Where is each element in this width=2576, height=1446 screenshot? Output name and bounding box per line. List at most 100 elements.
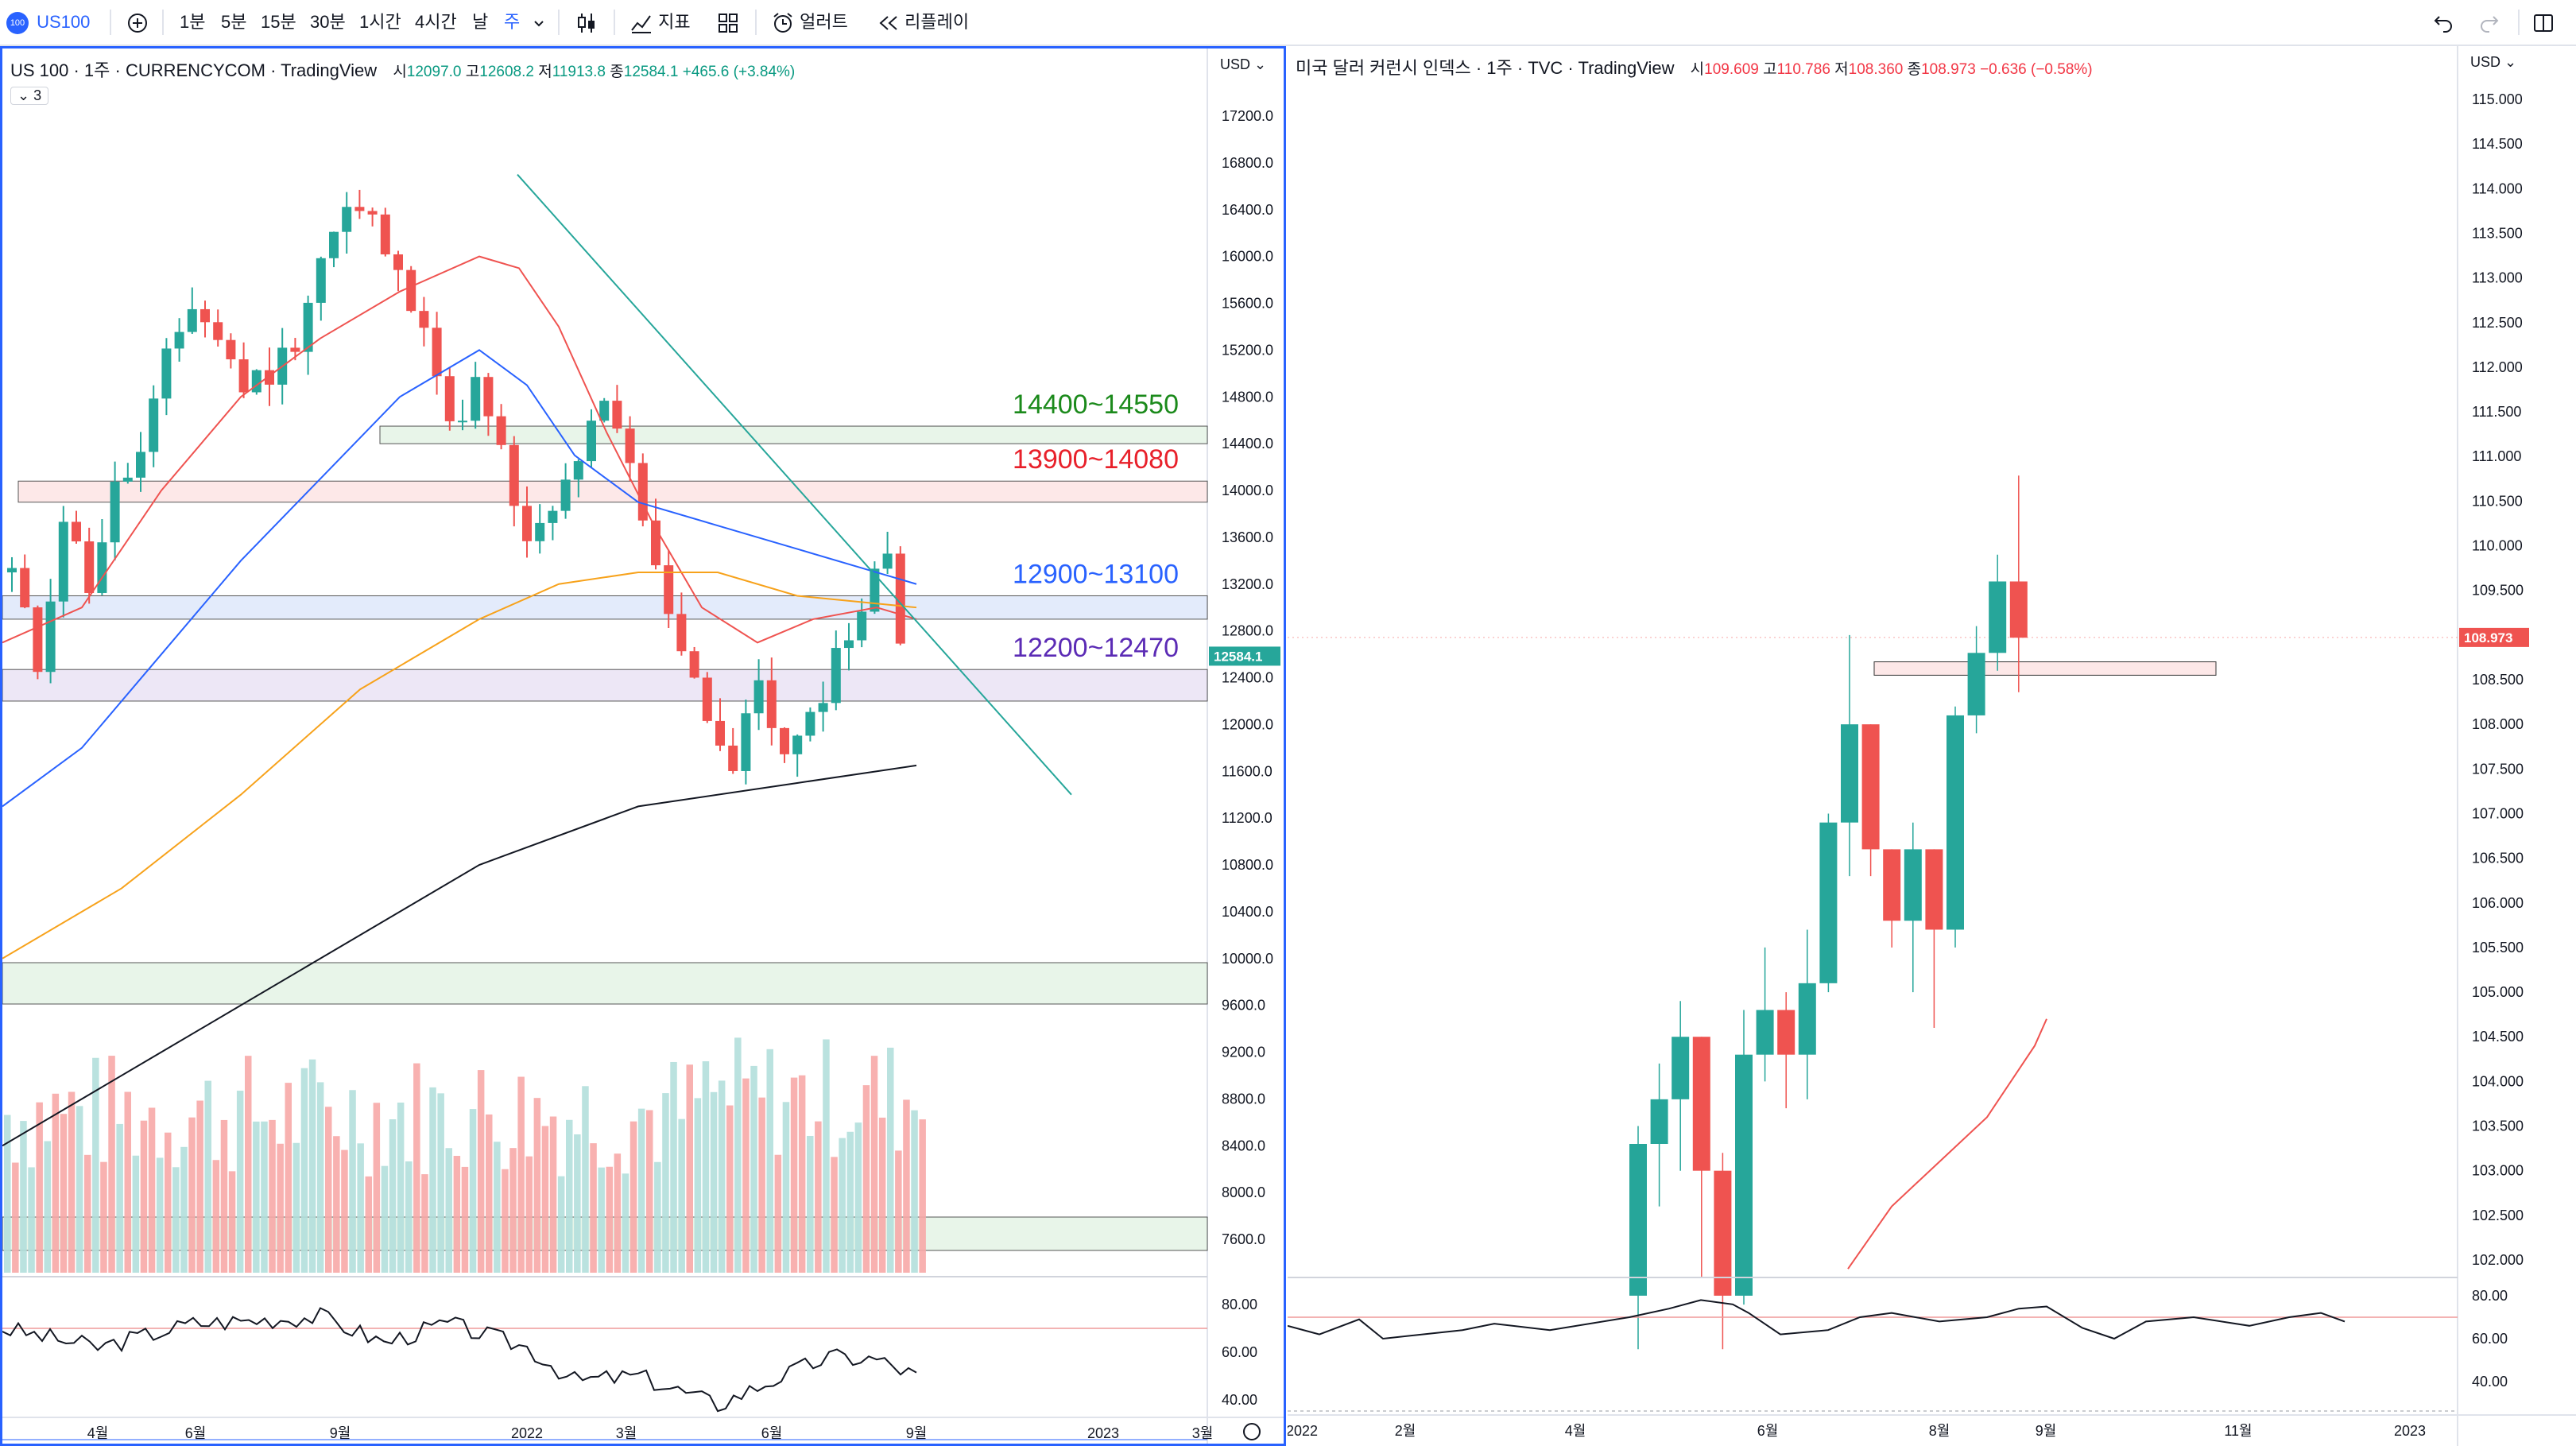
alarm-clock-icon <box>773 13 792 33</box>
volume-bar <box>116 1123 123 1273</box>
price-tick-label: 112.000 <box>2472 359 2523 375</box>
volume-bar <box>887 1047 894 1273</box>
price-tick-label: 113.000 <box>2472 270 2523 286</box>
rsi-tick-label: 60.00 <box>1222 1344 1257 1360</box>
candle <box>1925 849 1943 930</box>
candle <box>303 302 313 352</box>
volume-bar <box>525 1156 533 1273</box>
candle <box>728 745 738 771</box>
interval-30m[interactable]: 30분 <box>310 12 346 32</box>
dxy-chart-pane[interactable]: USD ⌄ 115.000 114.500 114.000 113.500 113.000… <box>1288 46 2576 1446</box>
volume-bar <box>870 1056 878 1273</box>
volume-bar <box>196 1100 203 1273</box>
candle <box>1735 1054 1753 1296</box>
candle <box>380 214 390 255</box>
toolbar-divider <box>558 10 560 35</box>
us100-chart-canvas[interactable]: USD ⌄ 17200.0 16800.0 16400.0 16000.0 15600.0… <box>2 48 1284 1444</box>
candle <box>560 479 571 511</box>
candle <box>483 377 494 417</box>
volume-bar <box>357 1143 364 1273</box>
price-tick-label: 104.500 <box>2472 1029 2524 1045</box>
candle <box>329 231 339 258</box>
ma-line-blue <box>2 349 917 808</box>
volume-bar <box>702 1061 710 1273</box>
interval-week[interactable]: 주 <box>504 12 521 32</box>
candle <box>637 463 648 521</box>
interval-5m[interactable]: 5분 <box>221 12 247 32</box>
time-tick-label: 3월 <box>616 1425 637 1441</box>
compare-add-icon[interactable] <box>126 0 149 45</box>
candle <box>1756 1010 1774 1055</box>
candle <box>509 444 519 506</box>
zone-label: 14400~14550 <box>1013 390 1179 420</box>
volume-bar <box>807 1135 814 1273</box>
candle <box>110 481 120 543</box>
alert-button[interactable]: 얼러트 <box>771 0 848 45</box>
price-tick-label: 106.500 <box>2472 851 2524 866</box>
indicators-label: 지표 <box>658 12 691 32</box>
volume-bar <box>815 1121 822 1273</box>
volume-bar <box>494 1142 501 1273</box>
interval-4h[interactable]: 4시간 <box>415 12 457 32</box>
redo-icon[interactable] <box>2478 0 2500 45</box>
indicator-collapse-toggle[interactable]: ⌄ 3 <box>10 87 49 105</box>
symbol-search[interactable]: 100 US100 <box>6 0 90 45</box>
undo-icon[interactable] <box>2432 0 2454 45</box>
candle <box>1798 983 1816 1055</box>
dxy-chart-canvas[interactable]: USD ⌄ 115.000 114.500 114.000 113.500 113.000… <box>1288 46 2576 1446</box>
price-tick-label: 107.000 <box>2472 805 2524 821</box>
us100-open: 12097.0 <box>406 64 462 80</box>
volume-bar <box>300 1068 308 1273</box>
support-resistance-zone <box>2 669 1208 702</box>
candle <box>58 521 68 602</box>
candle <box>367 211 378 215</box>
interval-day[interactable]: 날 <box>472 12 489 32</box>
price-tick-label: 110.000 <box>2472 538 2523 554</box>
layout-split-icon[interactable] <box>2532 0 2555 45</box>
candle <box>251 370 261 393</box>
indicators-button[interactable]: 지표 <box>629 0 691 45</box>
volume-bar <box>903 1099 910 1273</box>
time-tick-label: 4월 <box>87 1425 109 1441</box>
volume-bar <box>108 1056 115 1273</box>
currency-label: USD ⌄ <box>2470 54 2516 70</box>
interval-dropdown-chevron-icon[interactable] <box>533 0 545 45</box>
interval-1h[interactable]: 1시간 <box>359 12 401 32</box>
price-tick-label: 12000.0 <box>1222 716 1273 732</box>
volume-bar <box>557 1176 565 1273</box>
zone-label: 12900~13100 <box>1013 559 1179 589</box>
price-tick-label: 10400.0 <box>1222 904 1273 920</box>
support-resistance-zone <box>17 480 1208 503</box>
candle <box>870 568 880 612</box>
volume-bar <box>590 1143 597 1273</box>
toolbar-divider <box>2518 10 2520 35</box>
support-resistance-zone <box>2 595 1208 620</box>
interval-15m[interactable]: 15분 <box>261 12 296 32</box>
candle <box>1861 724 1880 850</box>
rsi-tick-label: 60.00 <box>2472 1331 2508 1347</box>
volume-bar <box>76 1106 83 1273</box>
templates-grid-icon[interactable] <box>717 0 739 45</box>
volume-bar <box>100 1161 107 1273</box>
volume-bar <box>156 1157 164 1273</box>
volume-bar <box>646 1110 653 1273</box>
candle <box>84 541 95 593</box>
settings-gear-icon[interactable] <box>1243 1423 1261 1440</box>
replay-button[interactable]: 리플레이 <box>877 0 969 45</box>
volume-bar <box>292 1142 300 1273</box>
us100-chart-pane[interactable]: USD ⌄ 17200.0 16800.0 16400.0 16000.0 15600.0… <box>0 46 1286 1446</box>
volume-bar <box>502 1169 509 1273</box>
us100-change: +465.6 (+3.84%) <box>682 64 796 80</box>
interval-1m[interactable]: 1분 <box>180 12 206 32</box>
candle <box>522 506 532 541</box>
volume-bar <box>734 1037 742 1273</box>
time-tick-label: 3월 <box>1192 1425 1214 1441</box>
volume-bar <box>606 1166 613 1273</box>
candle-style-icon[interactable] <box>575 0 598 45</box>
volume-bar <box>92 1057 99 1273</box>
volume-bar <box>212 1160 220 1273</box>
volume-bar <box>84 1154 91 1273</box>
candle <box>20 568 30 608</box>
rsi-line <box>2 1307 917 1413</box>
toolbar-divider <box>110 10 111 35</box>
